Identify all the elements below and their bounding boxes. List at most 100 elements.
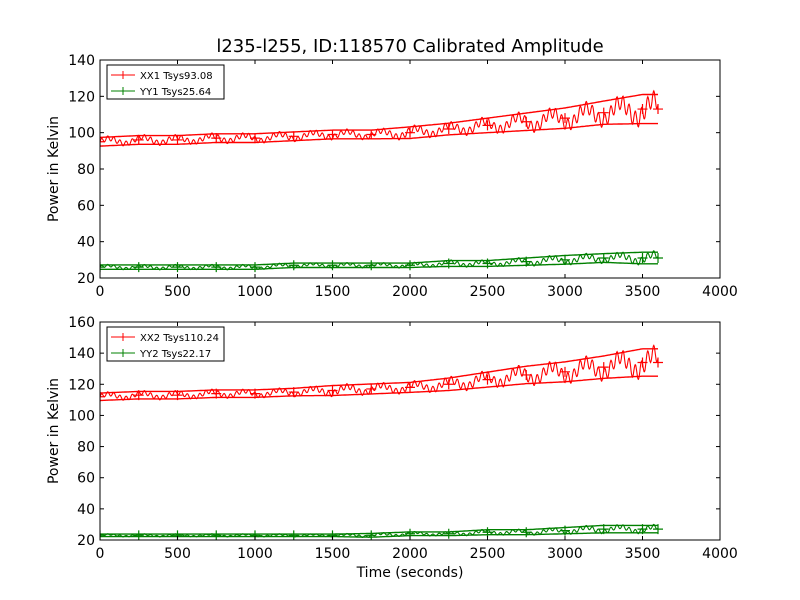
bottom-series-xx2-marker (653, 357, 663, 368)
bottom-series-yy2-marker (482, 527, 493, 538)
bottom-y-tick-label: 140 (68, 346, 95, 362)
top-series-xx1-line (100, 89, 659, 147)
top-series-xx1-marker (327, 129, 338, 140)
bottom-series-xx2-marker (211, 388, 222, 399)
bottom-y-tick-label: 20 (77, 533, 95, 549)
bottom-series-yy2-marker (366, 530, 377, 540)
bottom-series-xx2-marker (598, 362, 609, 373)
top-y-tick-label: 60 (77, 198, 95, 214)
bottom-series-yy2-marker (288, 530, 299, 540)
top-y-tick-label: 100 (68, 126, 95, 142)
top-x-tick-label: 3000 (547, 284, 583, 300)
bottom-series-yy2-marker (100, 530, 105, 540)
top-series-yy1-marker (211, 262, 222, 273)
bottom-series-xx2-marker (405, 382, 415, 393)
top-series-yy1-marker (288, 260, 299, 271)
top-legend-xx1-marker (119, 71, 127, 79)
bottom-legend: XX2 Tsys110.24 YY2 Tsys22.17 (106, 326, 225, 362)
bottom-legend-yy2-marker (119, 349, 127, 357)
top-series-yy1-marker (133, 262, 144, 273)
top-data-group (100, 89, 663, 273)
top-x-tick-label: 1500 (315, 284, 351, 300)
bottom-series-xx2-marker (172, 390, 183, 401)
top-series-yy1-marker (653, 253, 663, 264)
bottom-y-tick-label: 120 (68, 377, 95, 393)
top-series-yy1-marker (521, 256, 532, 267)
top-series-yy1-marker (482, 258, 493, 269)
bottom-series-yy2-marker (521, 527, 532, 538)
top-series-xx1-marker (250, 133, 260, 144)
bottom-x-tick-label: 4000 (702, 546, 738, 562)
bottom-legend-xx2-label: XX2 Tsys110.24 (140, 333, 219, 344)
top-x-tick-label: 4000 (702, 284, 738, 300)
top-x-tick-label: 0 (96, 284, 105, 300)
top-legend-xx1-label: XX1 Tsys93.08 (140, 71, 213, 82)
top-x-tick-label: 3500 (625, 284, 661, 300)
top-x-tick-label: 2500 (470, 284, 506, 300)
bottom-series-xx2-marker (521, 369, 532, 380)
top-legend-yy1-marker (119, 87, 127, 95)
bottom-series-yy2-marker (443, 528, 454, 539)
top-x-tick-label: 1000 (237, 284, 273, 300)
top-subplot: 0 500 1000 1500 2000 2500 3000 3500 4000 20 40 60 80… (46, 53, 738, 300)
bottom-y-tick-label: 80 (77, 440, 95, 456)
bottom-series-xx2-upper-envelope (100, 348, 658, 394)
top-series-xx1-marker (653, 104, 663, 115)
bottom-x-tick-label: 0 (96, 546, 105, 562)
top-legend: XX1 Tsys93.08 YY1 Tsys25.64 (106, 64, 225, 100)
bottom-series-xx2-marker (637, 357, 648, 368)
bottom-x-tick-label: 3500 (625, 546, 661, 562)
top-series-xx1-marker (560, 113, 570, 124)
top-series-yy1-marker (250, 262, 260, 273)
bottom-x-tick-label: 1500 (315, 546, 351, 562)
top-series-xx1-marker (100, 136, 105, 147)
bottom-series-yy2-marker (598, 524, 609, 535)
bottom-legend-yy2-label: YY2 Tsys22.17 (139, 349, 211, 360)
top-series-xx1-lower-envelope (100, 122, 658, 147)
top-y-tick-label: 140 (68, 53, 95, 69)
top-y-tick-label: 20 (77, 271, 95, 287)
top-series-xx1-marker (288, 131, 299, 142)
top-y-axis-label: Power in Kelvin (46, 116, 62, 222)
top-series-xx1-marker (598, 107, 609, 118)
bottom-series-xx2-marker (482, 374, 493, 385)
top-legend-box (106, 64, 225, 100)
bottom-series-xx2-marker (443, 379, 454, 390)
bottom-series-yy2-marker (653, 524, 663, 535)
bottom-subplot: 0 500 1000 1500 2000 2500 3000 3500 4000 20 40 60 80… (46, 315, 738, 581)
top-y-tick-label: 120 (68, 89, 95, 105)
bottom-series-xx2-marker (288, 387, 299, 398)
bottom-legend-box (106, 326, 225, 362)
bottom-y-axis-label: Power in Kelvin (46, 378, 62, 484)
bottom-x-tick-label: 2000 (392, 546, 428, 562)
bottom-y-tick-label: 40 (77, 502, 95, 518)
top-series-xx1-marker (172, 134, 183, 145)
top-series-xx1-marker (133, 134, 144, 145)
bottom-series-yy2-marker (211, 530, 222, 540)
bottom-y-tick-label: 100 (68, 408, 95, 424)
top-y-tick-label: 40 (77, 235, 95, 251)
bottom-series-yy2-marker (133, 530, 144, 540)
top-series-yy1-marker (366, 260, 377, 271)
bottom-series-xx2-marker (560, 366, 570, 377)
bottom-legend-xx2-marker (119, 333, 127, 341)
top-legend-yy1-label: YY1 Tsys25.64 (139, 87, 211, 98)
bottom-series-xx2-marker (327, 385, 338, 396)
bottom-series-xx2-line (100, 344, 659, 401)
top-series-xx1-marker (366, 129, 377, 140)
top-series-xx1-marker (443, 124, 454, 135)
bottom-series-xx2-marker (133, 390, 144, 401)
top-series-yy1-marker (560, 254, 570, 265)
bottom-x-tick-label: 1000 (237, 546, 273, 562)
top-series-xx1-marker (521, 116, 532, 127)
bottom-series-xx2-marker (366, 383, 377, 394)
top-series-yy1-marker (100, 262, 105, 273)
top-series-xx1-marker (211, 133, 222, 144)
bottom-x-tick-label: 2500 (470, 546, 506, 562)
bottom-series-xx2-marker (100, 391, 105, 402)
top-series-yy1-marker (405, 260, 415, 271)
top-series-yy1-marker (637, 253, 648, 264)
bottom-x-tick-label: 3000 (547, 546, 583, 562)
